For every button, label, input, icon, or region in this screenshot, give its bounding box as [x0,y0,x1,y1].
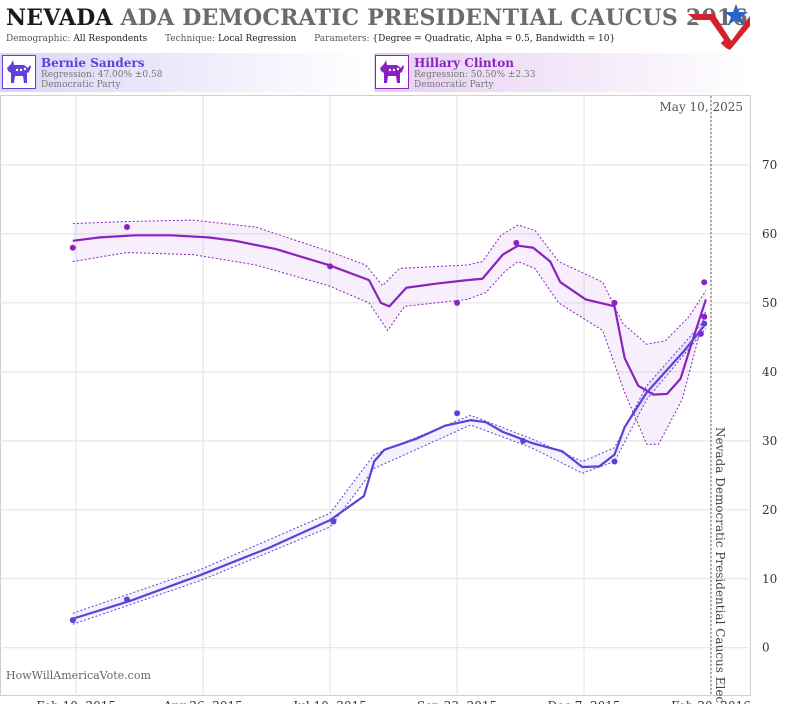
candidate-name: Bernie Sanders [41,56,145,70]
election-label: Nevada Democratic Presidential Caucus El… [713,427,727,704]
y-tick-label: 60 [762,227,777,241]
bernie-sanders-poll-point [611,458,618,465]
poll-chart: 0 10 20 30 40 50 60 70 Feb 10, 2015 Apr 26, 2015 J… [0,95,777,708]
y-tick-label: 30 [762,434,777,448]
hillary-clinton-poll-point [123,224,130,231]
bernie-sanders-poll-point [69,617,76,624]
donkey-icon [2,55,36,89]
y-tick-label: 10 [762,572,777,586]
y-tick-label: 20 [762,503,777,517]
hillary-clinton-poll-point [611,299,618,306]
candidate-name: Hillary Clinton [414,56,514,70]
candidate-legend: Bernie Sanders Regression: 47.00% ±0.58 … [0,53,789,93]
title-state: NEVADA [6,5,113,31]
bernie-sanders-band-lower [72,328,707,625]
candidate-legend-background [0,53,754,92]
bernie-sanders-poll-point [123,596,130,603]
bernie-sanders-poll-point [520,437,527,444]
howwillamericavote-logo[interactable] [686,2,750,50]
y-tick-label: 50 [762,296,777,310]
hillary-clinton-poll-point [69,244,76,251]
demographic-label: Demographic: [6,34,71,44]
bernie-sanders-poll-point [454,410,461,417]
demographic-value: All Respondents [73,34,148,44]
bernie-sanders-fit-line [72,322,707,620]
title-rest: ADA DEMOCRATIC PRESIDENTIAL CAUCUS 2016 [120,5,748,31]
watermark: HowWillAmericaVote.com [6,669,151,682]
parameters-value: {Degree = Quadratic, Alpha = 0.5, Bandwi… [372,34,616,44]
technique-value: Local Regression [217,34,297,44]
x-tick-label: Dec 7, 2015 [548,699,621,704]
technique-label: Technique: [165,34,216,44]
hillary-clinton-band-lower [72,252,707,445]
chart-header: NEVADA ADA DEMOCRATIC PRESIDENTIAL CAUCU… [0,0,789,52]
date-label: May 10, 2025 [660,100,743,114]
page-title: NEVADA ADA DEMOCRATIC PRESIDENTIAL CAUCU… [6,5,748,31]
plot-frame [0,95,751,696]
hillary-clinton-poll-point [701,313,708,320]
x-tick-label: Apr 26, 2015 [162,699,242,704]
hillary-clinton-band-upper [72,219,707,345]
x-tick-label: Sep 23, 2015 [417,699,497,704]
x-tick-label: Feb 20, 2016 [671,699,751,704]
y-tick-label: 70 [762,158,777,172]
hillary-clinton-fit-line [72,234,707,396]
hillary-clinton-band [72,220,706,445]
hillary-clinton-poll-point [454,299,461,306]
candidate-regression: Regression: 50.50% ±2.33 [414,70,536,80]
hillary-clinton-poll-point [327,263,334,270]
y-tick-label: 40 [762,365,777,379]
candidate-sanders[interactable]: Bernie Sanders Regression: 47.00% ±0.58 … [2,53,382,91]
candidate-party: Democratic Party [41,80,121,90]
parameters-line: Demographic: All Respondents Technique: … [6,34,615,44]
x-tick-label: Feb 10, 2015 [36,699,116,704]
x-tick-label: Jul 10, 2015 [291,699,367,704]
donkey-icon [375,55,409,89]
candidate-regression: Regression: 47.00% ±0.58 [41,70,163,80]
candidate-clinton[interactable]: Hillary Clinton Regression: 50.50% ±2.33… [375,53,755,91]
bernie-sanders-poll-point [330,518,337,525]
chart-area: 0 10 20 30 40 50 60 70 Feb 10, 2015 Apr 26, 2015 J… [0,95,789,708]
candidate-party: Democratic Party [414,80,494,90]
hillary-clinton-poll-point [701,279,708,286]
hillary-clinton-poll-point [513,239,520,246]
bernie-sanders-poll-point [701,320,708,327]
y-tick-label: 0 [762,641,770,655]
parameters-label: Parameters: [314,34,370,44]
